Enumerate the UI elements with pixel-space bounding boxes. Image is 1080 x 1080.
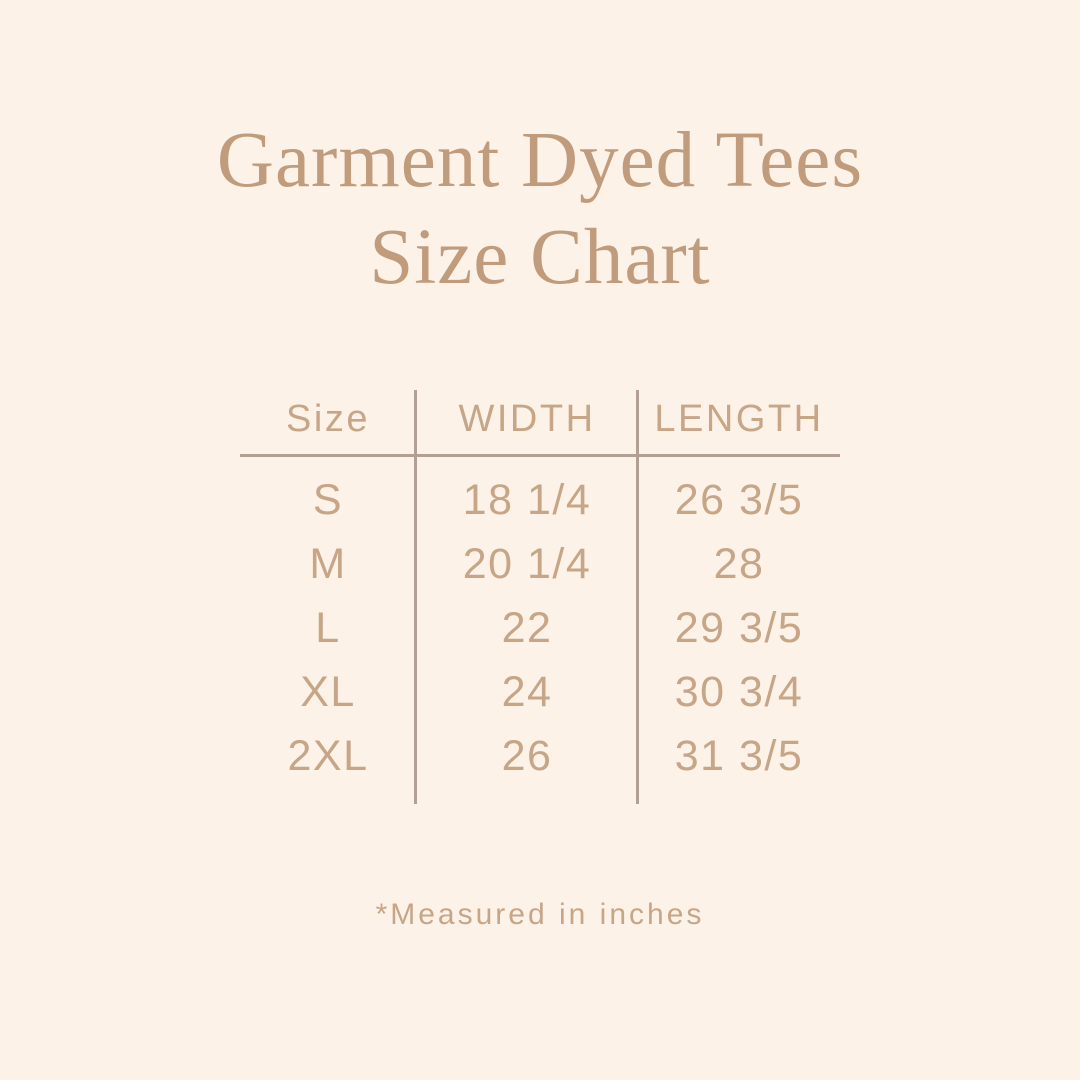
- column-divider-2: [636, 390, 639, 804]
- header-underline: [240, 454, 840, 457]
- width-cell: 26: [501, 731, 553, 780]
- length-cell: 31 3/5: [674, 731, 804, 780]
- length-cell: 26 3/5: [674, 475, 804, 524]
- table-body: S 18 1/4 26 3/5 M 20 1/4 28 L 22 29 3/5 …: [240, 468, 840, 788]
- length-cell: 30 3/4: [674, 667, 804, 716]
- length-cell: 29 3/5: [674, 603, 804, 652]
- page-title: Garment Dyed Tees Size Chart: [0, 112, 1080, 306]
- size-cell: XL: [300, 667, 356, 716]
- title-line-2: Size Chart: [369, 214, 711, 301]
- title-line-1: Garment Dyed Tees: [216, 117, 864, 204]
- size-table: Size WIDTH LENGTH S 18 1/4 26 3/5 M 20 1…: [240, 384, 840, 808]
- column-divider-1: [414, 390, 417, 804]
- measurement-footnote: *Measured in inches: [375, 898, 705, 931]
- table-header-row: Size WIDTH LENGTH: [240, 384, 840, 454]
- header-width: WIDTH: [458, 397, 596, 440]
- width-cell: 20 1/4: [462, 539, 592, 588]
- width-cell: 18 1/4: [462, 475, 592, 524]
- size-cell: L: [315, 603, 341, 652]
- length-cell: 28: [713, 539, 765, 588]
- size-cell: M: [309, 539, 347, 588]
- header-size: Size: [286, 397, 370, 440]
- size-cell: S: [312, 475, 344, 524]
- width-cell: 22: [501, 603, 553, 652]
- width-cell: 24: [501, 667, 553, 716]
- header-length: LENGTH: [654, 397, 824, 440]
- size-cell: 2XL: [287, 731, 369, 780]
